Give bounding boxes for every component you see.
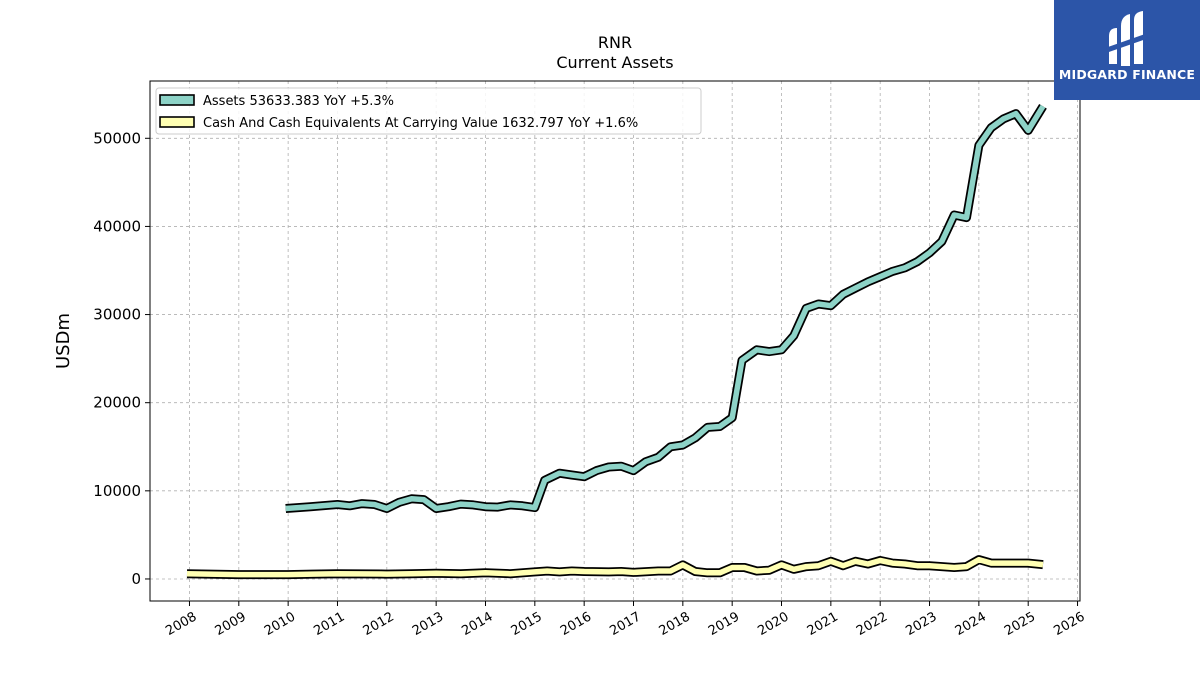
x-tick-label: 2013 (410, 609, 446, 639)
x-tick-label: 2017 (607, 609, 643, 639)
x-tick-label: 2011 (311, 609, 347, 639)
legend: Assets 53633.383 YoY +5.3% Cash And Cash … (155, 87, 702, 135)
x-tick-label: 2008 (163, 609, 199, 639)
grid (150, 81, 1080, 601)
x-tick-label: 2022 (854, 609, 890, 639)
x-tick-label: 2009 (213, 609, 249, 639)
x-tick-label: 2020 (755, 609, 791, 639)
y-tick-label: 20000 (93, 394, 141, 412)
x-tick-label: 2016 (558, 609, 594, 639)
y-tick-label: 0 (131, 570, 141, 588)
x-tick-label: 2019 (706, 609, 742, 639)
series-0-line (285, 104, 1046, 512)
x-tick-label: 2014 (459, 609, 495, 639)
legend-swatch (159, 94, 195, 106)
y-tick-label: 30000 (93, 306, 141, 324)
legend-entry-0: Assets 53633.383 YoY +5.3% (203, 94, 394, 109)
logo-mark-icon (1106, 11, 1148, 66)
x-tick-label: 2021 (805, 609, 841, 639)
x-tick-label: 2023 (903, 609, 939, 639)
x-tick-label: 2026 (1051, 609, 1087, 639)
legend-swatch (159, 116, 195, 128)
logo-text: MIDGARD FINANCE (1058, 67, 1196, 82)
series-lines (186, 103, 1047, 580)
y-axis-label: USDm (53, 313, 74, 369)
y-tick-label: 10000 (93, 482, 141, 500)
plot-frame (149, 80, 1081, 602)
x-tick-label: 2018 (657, 609, 693, 639)
chart-subtitle: Current Assets (556, 53, 673, 72)
legend-box (155, 87, 702, 135)
legend-entry-1: Cash And Cash Equivalents At Carrying Va… (203, 116, 638, 131)
series-1-line (186, 556, 1044, 578)
chart-title: RNR (598, 33, 632, 52)
x-tick-label: 2012 (361, 609, 397, 639)
x-tick-label: 2015 (509, 609, 545, 639)
x-tick-label: 2010 (262, 609, 298, 639)
y-tick-label: 50000 (93, 129, 141, 147)
x-tick-label: 2025 (1002, 609, 1038, 639)
x-tick-label: 2024 (953, 609, 989, 639)
y-tick-label: 40000 (93, 217, 141, 235)
midgard-finance-logo: MIDGARD FINANCE (1054, 0, 1200, 100)
